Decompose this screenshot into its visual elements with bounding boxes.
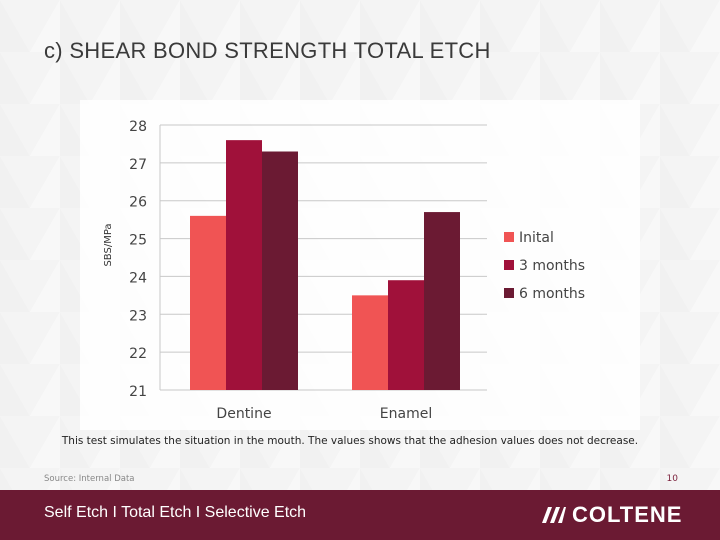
x-category-label: Dentine — [216, 406, 271, 422]
x-axis-categories: Dentine Enamel — [216, 406, 432, 422]
footer-nav-text: Self Etch I Total Etch I Selective Etch — [44, 504, 307, 521]
y-tick-label: 23 — [129, 308, 147, 324]
slide-title: c) SHEAR BOND STRENGTH TOTAL ETCH — [44, 38, 491, 63]
y-axis-ticks: 21 22 23 24 25 26 27 28 — [129, 119, 147, 400]
y-tick-label: 25 — [129, 233, 147, 249]
y-tick-label: 21 — [129, 384, 147, 400]
chart-legend: Inital 3 months 6 months — [504, 230, 585, 302]
bar-inital-enamel — [352, 295, 388, 390]
footer-bar: Self Etch I Total Etch I Selective Etch … — [0, 490, 720, 540]
y-tick-label: 27 — [129, 157, 147, 173]
source-note: Source: Internal Data — [44, 474, 135, 484]
logo-text: COLTENE — [572, 502, 683, 527]
bar-3-months-dentine — [226, 140, 262, 390]
legend-swatch — [504, 288, 514, 298]
logo-mark-icon — [542, 507, 566, 523]
bar-3-months-enamel — [388, 280, 424, 390]
page-number: 10 — [666, 474, 678, 484]
y-axis-label: SBS/MPa — [103, 223, 114, 266]
bar-chart: 21 22 23 24 25 26 27 28 SBS/MPa Dentine Enamel I… — [103, 119, 586, 422]
chart-caption: This test simulates the situation in the… — [61, 435, 639, 447]
x-category-label: Enamel — [380, 406, 432, 422]
bar-6-months-enamel — [424, 212, 460, 390]
y-tick-label: 28 — [129, 119, 147, 135]
y-tick-label: 26 — [129, 195, 147, 211]
bar-inital-dentine — [190, 215, 226, 390]
chart-bars — [190, 140, 460, 390]
legend-swatch — [504, 260, 514, 270]
legend-label: 6 months — [519, 286, 585, 302]
y-tick-label: 22 — [129, 346, 147, 362]
brand-logo: COLTENE — [540, 502, 682, 528]
legend-label: 3 months — [519, 258, 585, 274]
bar-6-months-dentine — [262, 151, 298, 390]
legend-label: Inital — [519, 230, 554, 246]
y-tick-label: 24 — [129, 270, 147, 286]
legend-swatch — [504, 232, 514, 242]
